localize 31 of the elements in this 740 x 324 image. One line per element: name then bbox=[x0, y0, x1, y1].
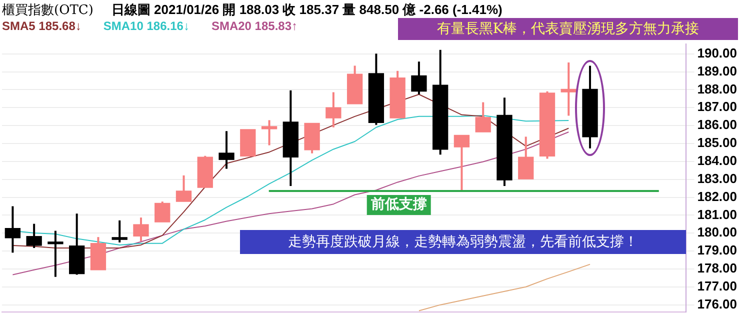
y-tick-label: 178.00 bbox=[697, 260, 738, 276]
y-tick-label: 186.00 bbox=[697, 117, 738, 132]
y-tick-label: 183.00 bbox=[697, 170, 738, 186]
text: 有量長黑K棒，代表賣壓湧現多方無力承接 bbox=[398, 18, 738, 40]
candlestick bbox=[261, 119, 278, 146]
candlestick bbox=[390, 70, 406, 120]
ref-line-label: 前低支撐 bbox=[370, 196, 427, 213]
candlestick bbox=[133, 216, 149, 242]
chart-title: 櫃買指數(OTC) bbox=[2, 3, 94, 18]
candlestick bbox=[218, 130, 234, 170]
note-box: 走勢再度跌破月線，走勢轉為弱勢震盪，先看前低支撐！ bbox=[240, 230, 686, 254]
text: SMA5 185.68↓ bbox=[2, 19, 82, 33]
text: SMA20 185.83↑ bbox=[211, 19, 298, 33]
y-tick-label: 187.00 bbox=[697, 99, 738, 114]
text: SMA10 186.16↓ bbox=[103, 19, 190, 33]
y-tick-label: 181.00 bbox=[697, 206, 738, 222]
candlestick bbox=[240, 129, 256, 157]
y-tick-label: 180.00 bbox=[697, 224, 738, 240]
candlestick bbox=[304, 122, 320, 154]
y-tick-label: 182.00 bbox=[697, 188, 738, 204]
y-tick-label: 190.00 bbox=[697, 45, 738, 60]
y-tick-label: 176.00 bbox=[697, 296, 738, 312]
y-tick-label: 188.00 bbox=[697, 81, 738, 96]
y-tick-label: 184.00 bbox=[697, 152, 738, 168]
y-tick-label: 177.00 bbox=[697, 278, 738, 294]
candlestick bbox=[26, 222, 42, 250]
y-tick-label: 189.00 bbox=[697, 63, 738, 78]
candlestick bbox=[112, 219, 128, 244]
y-tick-label: 179.00 bbox=[697, 242, 738, 258]
y-tick-label: 185.00 bbox=[697, 135, 738, 150]
chart-subtitle: 日線圖 2021/01/26 開 188.03 收 185.37 量 848.50 億 -2.66 (-1.41%) bbox=[111, 2, 502, 17]
